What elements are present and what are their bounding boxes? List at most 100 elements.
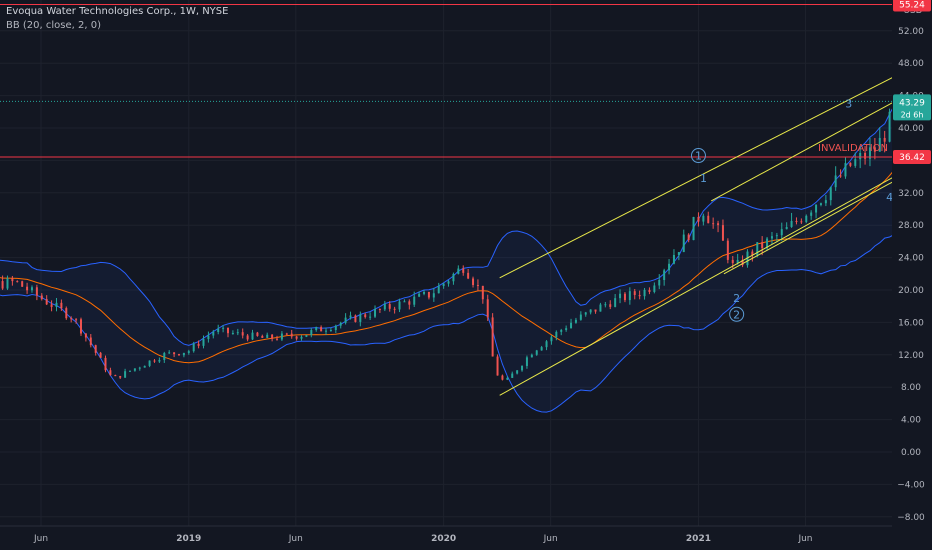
candle-body xyxy=(60,302,63,309)
candle-body xyxy=(16,281,19,283)
candle-body xyxy=(21,281,24,287)
candle-body xyxy=(496,356,499,376)
candle-body xyxy=(570,322,573,329)
wave-label: 3 xyxy=(845,98,852,111)
candle-body xyxy=(344,317,347,323)
candle-body xyxy=(50,304,53,307)
symbol-title[interactable]: Evoqua Water Technologies Corp., 1W, NYS… xyxy=(6,6,229,17)
candle-body xyxy=(276,338,279,340)
candle-body xyxy=(40,295,43,300)
candle-body xyxy=(805,215,808,222)
candle-body xyxy=(442,283,445,287)
candle-body xyxy=(643,289,646,297)
candle-body xyxy=(217,328,220,332)
wave-label-circle xyxy=(690,148,706,164)
candle-body xyxy=(604,304,607,306)
candle-body xyxy=(873,147,876,152)
candle-body xyxy=(721,225,724,241)
candle-body xyxy=(565,328,568,330)
candle-body xyxy=(839,175,842,177)
y-tick-label: 20.00 xyxy=(898,286,924,296)
candle-body xyxy=(810,212,813,216)
candle-body xyxy=(868,147,871,159)
candle-body xyxy=(849,162,852,166)
candle-body xyxy=(266,334,269,338)
candle-body xyxy=(741,259,744,266)
candle-body xyxy=(726,240,729,260)
candle-body xyxy=(153,360,156,362)
time-axis[interactable]: Jun2019Jun2020Jun2021Jun2022Jun2023Jun20… xyxy=(0,525,932,544)
candle-body xyxy=(109,370,112,376)
invalidation-price-tag: 36.42 xyxy=(899,153,925,163)
candle-body xyxy=(677,252,680,255)
candle-body xyxy=(432,293,435,298)
candle-body xyxy=(883,137,886,142)
candle-body xyxy=(334,325,337,330)
candle-body xyxy=(89,337,92,346)
candle-body xyxy=(177,354,180,356)
candle-body xyxy=(182,352,185,356)
candle-body xyxy=(114,375,117,377)
candle-body xyxy=(854,159,857,166)
candle-body xyxy=(246,335,249,340)
candle-body xyxy=(227,327,230,334)
candle-body xyxy=(481,285,484,300)
candle-body xyxy=(398,301,401,310)
candle-body xyxy=(339,322,342,326)
bollinger-bands xyxy=(0,48,932,413)
candle-body xyxy=(535,350,538,355)
candle-body xyxy=(633,291,636,295)
candle-body xyxy=(457,268,460,274)
candle-body xyxy=(697,216,700,222)
candle-body xyxy=(467,272,470,279)
candle-body xyxy=(197,343,200,346)
candle-body xyxy=(1,281,4,289)
invalidation-price-tag-bg xyxy=(893,149,931,164)
price-axis[interactable]: USD64.0060.0056.0052.0048.0044.0040.0036… xyxy=(892,0,932,550)
candle-body xyxy=(418,293,421,297)
candle-body xyxy=(79,319,82,334)
candle-body xyxy=(143,365,146,368)
wave-label-circle xyxy=(729,306,745,322)
candle-body xyxy=(256,332,259,336)
candle-body xyxy=(295,336,298,339)
candle-body xyxy=(521,365,524,371)
candle-body xyxy=(413,296,416,305)
x-tick-label: 2019 xyxy=(176,534,201,544)
candle-body xyxy=(55,302,58,307)
candle-body xyxy=(349,315,352,318)
candle-body xyxy=(614,298,617,307)
candle-body xyxy=(623,293,626,301)
bb-upper-line xyxy=(0,48,932,346)
candle-body xyxy=(506,377,509,380)
candle-body xyxy=(736,259,739,264)
candle-body xyxy=(668,263,671,271)
candle-body xyxy=(354,315,357,322)
candle-body xyxy=(589,309,592,313)
candle-body xyxy=(271,334,274,339)
x-tick-label: Jun xyxy=(543,534,558,544)
candle-body xyxy=(780,229,783,236)
candle-body xyxy=(609,304,612,307)
y-tick-label: 12.00 xyxy=(898,351,924,361)
candle-body xyxy=(202,339,205,346)
x-tick-label: 2021 xyxy=(686,534,711,544)
candle-body xyxy=(305,335,308,337)
candle-body xyxy=(859,152,862,160)
candle-body xyxy=(124,371,127,378)
price-axis-bg xyxy=(892,0,932,550)
candle-body xyxy=(545,341,548,348)
current-price-tag: 43.29 xyxy=(899,98,925,108)
candle-body xyxy=(280,333,283,340)
target-price-tag-bg xyxy=(893,0,931,12)
indicator-legend[interactable]: BB (20, close, 2, 0) xyxy=(6,20,101,31)
y-tick-label: 4.00 xyxy=(901,416,921,426)
candle-body xyxy=(472,278,475,285)
candle-body xyxy=(423,291,426,294)
candle-body xyxy=(378,308,381,310)
candle-body xyxy=(648,289,651,293)
candle-body xyxy=(315,327,318,331)
current-price-tag-bg xyxy=(893,94,931,121)
wave-label: 2 xyxy=(733,308,740,321)
